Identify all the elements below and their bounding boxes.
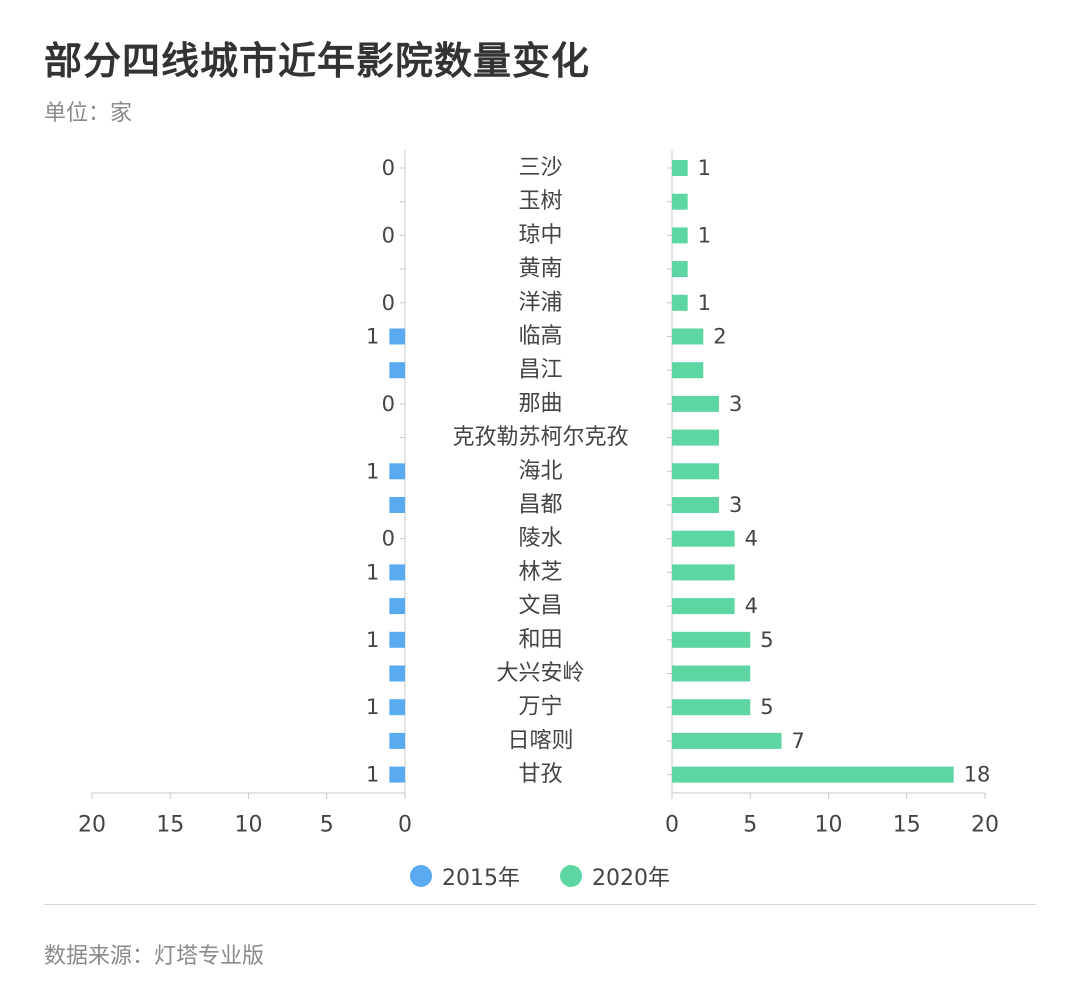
data-label-2015: 0 bbox=[382, 291, 395, 315]
bar-2020 bbox=[672, 294, 688, 311]
data-label-2020: 5 bbox=[760, 628, 773, 652]
data-label-2015: 1 bbox=[366, 325, 379, 349]
legend-label-2020: 2020年 bbox=[592, 866, 670, 891]
right-x-tick-label: 20 bbox=[971, 813, 999, 838]
chart-legend: 2015年 2020年 bbox=[0, 860, 1080, 892]
category-label: 林芝 bbox=[518, 560, 562, 585]
legend-label-2015: 2015年 bbox=[442, 866, 520, 891]
bar-2015 bbox=[389, 598, 405, 615]
category-label: 昌都 bbox=[518, 493, 562, 518]
bar-2015 bbox=[389, 497, 405, 513]
bar-2020 bbox=[672, 766, 954, 783]
data-label-2020: 3 bbox=[729, 493, 742, 517]
unit-label: 单位：家 bbox=[44, 101, 133, 126]
data-label-2015: 1 bbox=[366, 628, 379, 652]
category-label: 陵水 bbox=[518, 526, 562, 551]
data-label-2020: 1 bbox=[698, 223, 711, 247]
data-source: 数据来源：灯塔专业版 bbox=[44, 944, 265, 969]
data-label-2015: 0 bbox=[382, 156, 395, 180]
category-label: 昌江 bbox=[518, 358, 562, 383]
data-label-2020: 2 bbox=[713, 325, 726, 349]
category-label: 文昌 bbox=[518, 594, 562, 619]
chart-title: 部分四线城市近年影院数量变化 bbox=[44, 39, 591, 83]
category-label: 万宁 bbox=[518, 695, 562, 720]
bar-2015 bbox=[389, 564, 405, 581]
data-label-2015: 0 bbox=[382, 392, 395, 416]
bar-2020 bbox=[672, 463, 719, 480]
category-label: 三沙 bbox=[518, 156, 562, 181]
data-label-2020: 18 bbox=[964, 763, 991, 787]
left-x-tick-label: 10 bbox=[235, 813, 263, 838]
data-label-2015: 0 bbox=[382, 527, 395, 551]
legend-dot-2020 bbox=[560, 865, 582, 887]
bar-2020 bbox=[672, 261, 688, 278]
bar-2015 bbox=[389, 631, 405, 648]
bar-2020 bbox=[672, 564, 735, 581]
bar-2020 bbox=[672, 227, 688, 244]
bar-2020 bbox=[672, 665, 751, 682]
bar-2020 bbox=[672, 328, 704, 345]
bar-2020 bbox=[672, 497, 719, 513]
bar-2020 bbox=[672, 160, 688, 176]
data-label-2020: 4 bbox=[745, 527, 758, 551]
right-x-tick-label: 0 bbox=[665, 813, 679, 838]
data-label-2015: 1 bbox=[366, 695, 379, 719]
data-label-2020: 1 bbox=[698, 156, 711, 180]
bar-2020 bbox=[672, 395, 719, 412]
bar-2020 bbox=[672, 732, 782, 749]
data-label-2015: 0 bbox=[382, 223, 395, 247]
bar-2015 bbox=[389, 665, 405, 682]
category-label: 和田 bbox=[518, 627, 562, 652]
right-x-tick-label: 5 bbox=[743, 813, 757, 838]
legend-item-2015[interactable]: 2015年 bbox=[410, 860, 520, 892]
right-x-tick-label: 15 bbox=[893, 813, 921, 838]
category-label: 琼中 bbox=[518, 223, 562, 248]
data-label-2020: 4 bbox=[745, 594, 758, 618]
bar-2015 bbox=[389, 362, 405, 379]
left-x-tick-label: 5 bbox=[320, 813, 334, 838]
legend-dot-2015 bbox=[410, 865, 432, 887]
data-label-2020: 7 bbox=[792, 729, 805, 753]
bar-2015 bbox=[389, 699, 405, 716]
data-label-2020: 3 bbox=[729, 392, 742, 416]
data-label-2020: 1 bbox=[698, 291, 711, 315]
data-label-2015: 1 bbox=[366, 560, 379, 584]
data-label-2020: 5 bbox=[760, 695, 773, 719]
left-x-tick-label: 0 bbox=[398, 813, 412, 838]
bar-2020 bbox=[672, 362, 704, 379]
category-label: 那曲 bbox=[518, 391, 562, 416]
legend-item-2020[interactable]: 2020年 bbox=[560, 860, 670, 892]
category-label: 克孜勒苏柯尔克孜 bbox=[452, 425, 628, 450]
category-label: 临高 bbox=[518, 324, 562, 349]
bar-2015 bbox=[389, 732, 405, 749]
bar-2015 bbox=[389, 328, 405, 345]
bar-2020 bbox=[672, 598, 735, 615]
category-label: 海北 bbox=[518, 459, 562, 484]
category-label: 黄南 bbox=[518, 257, 562, 282]
category-label: 日喀则 bbox=[507, 728, 573, 753]
category-label: 大兴安岭 bbox=[496, 661, 584, 686]
category-label: 玉树 bbox=[518, 189, 562, 214]
bar-2020 bbox=[672, 699, 751, 716]
bar-2020 bbox=[672, 530, 735, 547]
data-label-2015: 1 bbox=[366, 763, 379, 787]
data-label-2015: 1 bbox=[366, 459, 379, 483]
bar-2020 bbox=[672, 631, 751, 648]
bar-2015 bbox=[389, 463, 405, 480]
footer-divider bbox=[44, 904, 1036, 905]
right-x-tick-label: 10 bbox=[815, 813, 843, 838]
bar-2020 bbox=[672, 429, 719, 446]
category-label: 甘孜 bbox=[518, 762, 562, 787]
left-x-tick-label: 15 bbox=[156, 813, 184, 838]
bar-2020 bbox=[672, 193, 688, 210]
bar-2015 bbox=[389, 766, 405, 783]
category-label: 洋浦 bbox=[518, 290, 562, 315]
left-x-tick-label: 20 bbox=[78, 813, 106, 838]
